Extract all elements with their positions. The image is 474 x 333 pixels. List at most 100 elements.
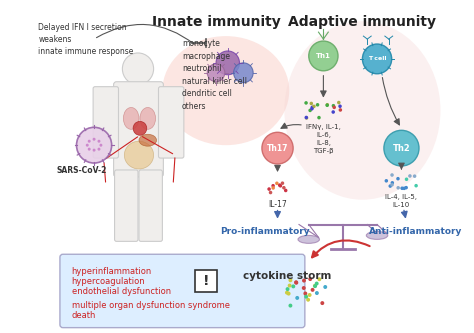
Text: monocyte
macrophage
neutrophil
natural killer cell
dendritic cell
others: monocyte macrophage neutrophil natural k…	[182, 39, 247, 111]
Circle shape	[92, 138, 96, 141]
Text: Innate immunity: Innate immunity	[152, 15, 281, 29]
Circle shape	[100, 144, 102, 147]
Circle shape	[286, 287, 290, 291]
Ellipse shape	[298, 235, 319, 243]
Text: cytokine storm: cytokine storm	[243, 271, 332, 281]
Text: IFNγ, IL-1,
IL-6,
IL-8,
TGF-β: IFNγ, IL-1, IL-6, IL-8, TGF-β	[306, 124, 341, 155]
Circle shape	[323, 285, 327, 289]
Circle shape	[332, 106, 336, 109]
Text: Th1: Th1	[316, 53, 331, 59]
Circle shape	[275, 181, 279, 185]
FancyBboxPatch shape	[139, 170, 163, 241]
Circle shape	[285, 291, 289, 295]
Circle shape	[402, 186, 406, 190]
Circle shape	[310, 107, 314, 111]
Text: Anti-inflammatory: Anti-inflammatory	[369, 227, 463, 236]
Circle shape	[304, 295, 308, 299]
Ellipse shape	[366, 231, 388, 239]
Circle shape	[337, 101, 340, 104]
Circle shape	[315, 291, 319, 295]
Circle shape	[207, 64, 225, 82]
Circle shape	[389, 184, 392, 188]
Ellipse shape	[140, 108, 155, 129]
Circle shape	[98, 140, 100, 143]
Circle shape	[295, 296, 299, 300]
Circle shape	[88, 140, 91, 143]
Circle shape	[98, 148, 100, 151]
Circle shape	[326, 103, 329, 107]
Circle shape	[309, 109, 312, 112]
Circle shape	[294, 281, 298, 285]
Circle shape	[76, 127, 112, 163]
Circle shape	[391, 181, 394, 184]
Text: Th17: Th17	[267, 144, 288, 153]
Text: IL-4, IL-5,
IL-10: IL-4, IL-5, IL-10	[385, 194, 418, 208]
Circle shape	[278, 183, 282, 187]
Circle shape	[305, 116, 308, 120]
Circle shape	[401, 186, 404, 190]
Circle shape	[234, 63, 253, 83]
Circle shape	[309, 41, 338, 71]
Text: Pro-inflammatory: Pro-inflammatory	[220, 227, 310, 236]
Text: IL-17: IL-17	[268, 200, 287, 209]
Circle shape	[338, 105, 342, 108]
Circle shape	[133, 122, 147, 135]
Circle shape	[262, 132, 293, 164]
Circle shape	[92, 149, 96, 152]
Circle shape	[269, 191, 272, 194]
Circle shape	[308, 293, 311, 297]
Circle shape	[308, 277, 312, 281]
Circle shape	[86, 144, 89, 147]
Circle shape	[404, 186, 408, 189]
Circle shape	[332, 104, 335, 108]
FancyBboxPatch shape	[60, 254, 305, 328]
Text: multiple organ dysfunction syndrome: multiple organ dysfunction syndrome	[72, 301, 229, 310]
Text: !: !	[203, 274, 210, 288]
Ellipse shape	[139, 134, 156, 146]
Circle shape	[310, 288, 315, 292]
Circle shape	[216, 51, 239, 75]
Circle shape	[313, 284, 317, 288]
Circle shape	[390, 183, 394, 186]
Circle shape	[384, 179, 388, 182]
Circle shape	[282, 186, 286, 189]
Circle shape	[331, 110, 335, 114]
FancyBboxPatch shape	[114, 82, 164, 177]
Circle shape	[288, 284, 292, 287]
Circle shape	[315, 282, 319, 285]
Circle shape	[363, 44, 392, 74]
Text: SARS-CoV-2: SARS-CoV-2	[56, 166, 107, 175]
Circle shape	[390, 173, 394, 177]
Circle shape	[326, 104, 329, 107]
Circle shape	[271, 184, 275, 187]
FancyBboxPatch shape	[158, 87, 184, 158]
Circle shape	[292, 284, 295, 288]
Text: Delayed IFN I secretion
weakens
innate immune response: Delayed IFN I secretion weakens innate i…	[38, 23, 134, 56]
Circle shape	[279, 184, 282, 187]
Circle shape	[312, 105, 316, 108]
Circle shape	[122, 53, 154, 85]
Ellipse shape	[123, 108, 139, 129]
Circle shape	[306, 298, 310, 302]
Text: hypercoagulation: hypercoagulation	[72, 277, 145, 286]
Text: Th2: Th2	[392, 144, 410, 153]
Circle shape	[310, 106, 314, 109]
Ellipse shape	[284, 21, 440, 200]
Circle shape	[272, 186, 275, 190]
Circle shape	[318, 277, 321, 281]
Circle shape	[310, 102, 313, 105]
Circle shape	[304, 101, 308, 105]
FancyBboxPatch shape	[115, 170, 138, 241]
Circle shape	[284, 189, 287, 192]
Circle shape	[408, 174, 412, 178]
Circle shape	[414, 184, 418, 187]
Circle shape	[281, 181, 284, 185]
Ellipse shape	[163, 36, 289, 145]
Circle shape	[405, 177, 408, 181]
Circle shape	[88, 148, 91, 151]
Circle shape	[289, 278, 292, 282]
Circle shape	[267, 187, 271, 191]
Circle shape	[413, 174, 416, 178]
Circle shape	[396, 177, 400, 180]
Circle shape	[384, 130, 419, 166]
